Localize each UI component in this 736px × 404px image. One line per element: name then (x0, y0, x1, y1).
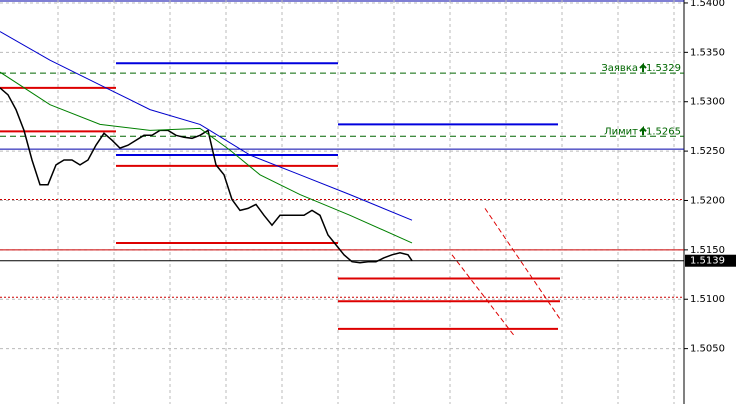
trend-line (451, 254, 516, 338)
order-arrow (639, 62, 647, 73)
order-label: Лимит (604, 126, 638, 137)
order-price: 1.5265 (646, 126, 681, 137)
order-arrow (639, 125, 647, 136)
y-tick-label: 1.5350 (690, 47, 725, 58)
series-line (0, 87, 413, 264)
last-price-box (685, 254, 736, 267)
last-price-label: 1.5139 (690, 256, 725, 267)
y-tick-label: 1.5050 (690, 344, 725, 355)
trend-line (484, 208, 561, 320)
y-tick-label: 1.5300 (690, 97, 725, 108)
y-tick-label: 1.5100 (690, 294, 725, 305)
y-tick-label: 1.5250 (690, 146, 725, 157)
series-line (0, 31, 413, 221)
series-line (0, 71, 413, 244)
y-tick-label: 1.5400 (690, 0, 725, 9)
order-price: 1.5329 (646, 63, 681, 74)
order-label: Заявка (601, 63, 638, 74)
y-tick-label: 1.5200 (690, 195, 725, 206)
y-tick-label: 1.5150 (690, 245, 725, 256)
